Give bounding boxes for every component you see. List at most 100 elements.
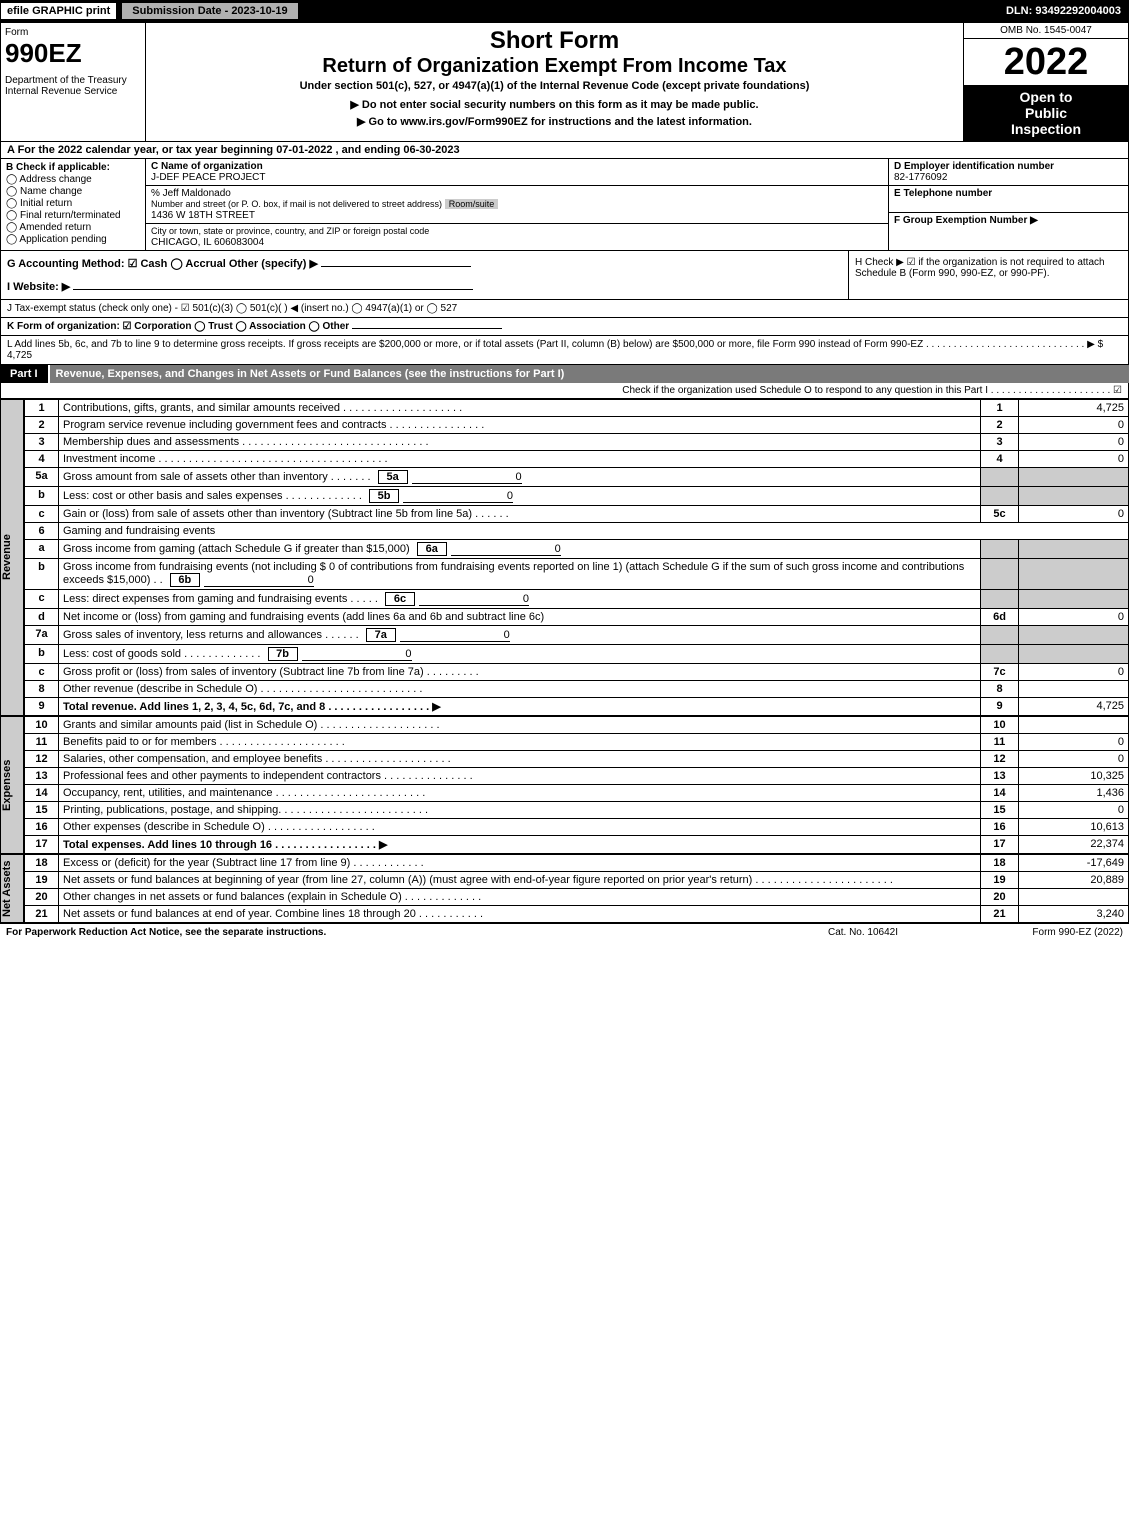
line-1-amount: 4,725	[1019, 400, 1129, 417]
line-18-desc: Excess or (deficit) for the year (Subtra…	[59, 855, 981, 872]
catalog-number: Cat. No. 10642I	[763, 927, 963, 938]
line-3-desc: Membership dues and assessments . . . . …	[59, 434, 981, 451]
website-label: I Website: ▶	[7, 281, 70, 293]
ein-label: D Employer identification number	[894, 161, 1054, 172]
line-10-desc: Grants and similar amounts paid (list in…	[59, 717, 981, 734]
ein-value: 82-1776092	[894, 172, 947, 183]
check-name-change[interactable]: Name change	[6, 186, 140, 197]
telephone-label: E Telephone number	[894, 188, 992, 199]
tax-year: 2022	[964, 39, 1128, 85]
omb-number: OMB No. 1545-0047	[964, 23, 1128, 39]
form-version: Form 990-EZ (2022)	[963, 927, 1123, 938]
line-6b-desc: Gross income from fundraising events (no…	[59, 559, 981, 590]
line-18-amount: -17,649	[1019, 855, 1129, 872]
line-7c-amount: 0	[1019, 664, 1129, 681]
line-8-desc: Other revenue (describe in Schedule O) .…	[59, 681, 981, 698]
line-14-amount: 1,436	[1019, 785, 1129, 802]
part-1-title: Revenue, Expenses, and Changes in Net As…	[50, 365, 1129, 383]
line-5a-desc: Gross amount from sale of assets other t…	[59, 468, 981, 487]
city-label: City or town, state or province, country…	[151, 226, 429, 236]
city-state-zip: CHICAGO, IL 606083004	[151, 237, 264, 248]
revenue-side-label: Revenue	[0, 399, 24, 716]
form-label: Form	[5, 27, 141, 38]
line-20-desc: Other changes in net assets or fund bala…	[59, 889, 981, 906]
line-13-desc: Professional fees and other payments to …	[59, 768, 981, 785]
line-4-amount: 0	[1019, 451, 1129, 468]
line-19-desc: Net assets or fund balances at beginning…	[59, 872, 981, 889]
street-address: 1436 W 18TH STREET	[151, 210, 255, 221]
accounting-method: G Accounting Method: ☑ Cash ◯ Accrual Ot…	[7, 257, 842, 270]
line-6-desc: Gaming and fundraising events	[59, 523, 1129, 540]
gross-receipts: L Add lines 5b, 6c, and 7b to line 9 to …	[0, 336, 1129, 365]
line-17-amount: 22,374	[1019, 836, 1129, 854]
line-6d-amount: 0	[1019, 609, 1129, 626]
line-7a-desc: Gross sales of inventory, less returns a…	[59, 626, 981, 645]
line-19-amount: 20,889	[1019, 872, 1129, 889]
group-exemption-label: F Group Exemption Number ▶	[894, 215, 1038, 226]
line-9-desc: Total revenue. Add lines 1, 2, 3, 4, 5c,…	[59, 698, 981, 716]
schedule-b-check: H Check ▶ ☑ if the organization is not r…	[848, 251, 1128, 299]
dept-label: Department of the Treasury Internal Reve…	[5, 75, 141, 97]
line-11-desc: Benefits paid to or for members . . . . …	[59, 734, 981, 751]
section-gh: G Accounting Method: ☑ Cash ◯ Accrual Ot…	[0, 251, 1129, 300]
page-footer: For Paperwork Reduction Act Notice, see …	[0, 923, 1129, 941]
open-inspection: Open toPublicInspection	[964, 85, 1128, 141]
line-16-desc: Other expenses (describe in Schedule O) …	[59, 819, 981, 836]
check-amended-return[interactable]: Amended return	[6, 222, 140, 233]
line-6a-desc: Gross income from gaming (attach Schedul…	[59, 540, 981, 559]
line-20-amount	[1019, 889, 1129, 906]
expenses-table: 10Grants and similar amounts paid (list …	[24, 716, 1129, 854]
part-1-label: Part I	[0, 365, 50, 383]
title-short-form: Short Form	[154, 27, 955, 55]
street-label: Number and street (or P. O. box, if mail…	[151, 199, 442, 209]
line-13-amount: 10,325	[1019, 768, 1129, 785]
line-5b-desc: Less: cost or other basis and sales expe…	[59, 487, 981, 506]
line-2-amount: 0	[1019, 417, 1129, 434]
check-address-change[interactable]: Address change	[6, 174, 140, 185]
care-of: % Jeff Maldonado	[151, 188, 231, 199]
section-bcd: B Check if applicable: Address change Na…	[0, 159, 1129, 251]
line-8-amount	[1019, 681, 1129, 698]
check-final-return[interactable]: Final return/terminated	[6, 210, 140, 221]
form-number: 990EZ	[5, 38, 141, 69]
goto-link[interactable]: ▶ Go to www.irs.gov/Form990EZ for instru…	[154, 115, 955, 128]
line-11-amount: 0	[1019, 734, 1129, 751]
top-bar: efile GRAPHIC print Submission Date - 20…	[0, 0, 1129, 22]
line-17-desc: Total expenses. Add lines 10 through 16 …	[59, 836, 981, 854]
line-4-desc: Investment income . . . . . . . . . . . …	[59, 451, 981, 468]
line-3-amount: 0	[1019, 434, 1129, 451]
line-21-desc: Net assets or fund balances at end of ye…	[59, 906, 981, 923]
org-name: J-DEF PEACE PROJECT	[151, 172, 265, 183]
line-16-amount: 10,613	[1019, 819, 1129, 836]
line-15-amount: 0	[1019, 802, 1129, 819]
title-return: Return of Organization Exempt From Incom…	[154, 55, 955, 78]
part-1-schedule-o-check: Check if the organization used Schedule …	[0, 383, 1129, 399]
line-2-desc: Program service revenue including govern…	[59, 417, 981, 434]
line-6d-desc: Net income or (loss) from gaming and fun…	[59, 609, 981, 626]
part-1-header: Part I Revenue, Expenses, and Changes in…	[0, 365, 1129, 383]
form-header: Form 990EZ Department of the Treasury In…	[0, 22, 1129, 142]
net-assets-side-label: Net Assets	[0, 854, 24, 923]
tax-exempt-status: J Tax-exempt status (check only one) - ☑…	[0, 300, 1129, 318]
form-of-organization: K Form of organization: ☑ Corporation ◯ …	[0, 318, 1129, 336]
line-9-amount: 4,725	[1019, 698, 1129, 716]
submission-date: Submission Date - 2023-10-19	[121, 2, 298, 20]
line-5c-desc: Gain or (loss) from sale of assets other…	[59, 506, 981, 523]
line-21-amount: 3,240	[1019, 906, 1129, 923]
line-5c-amount: 0	[1019, 506, 1129, 523]
line-15-desc: Printing, publications, postage, and shi…	[59, 802, 981, 819]
line-1-desc: Contributions, gifts, grants, and simila…	[59, 400, 981, 417]
line-12-amount: 0	[1019, 751, 1129, 768]
check-initial-return[interactable]: Initial return	[6, 198, 140, 209]
line-6c-desc: Less: direct expenses from gaming and fu…	[59, 590, 981, 609]
check-application-pending[interactable]: Application pending	[6, 234, 140, 245]
subtitle-section: Under section 501(c), 527, or 4947(a)(1)…	[154, 80, 955, 92]
section-c-label: C Name of organization	[151, 161, 263, 172]
room-suite-label: Room/suite	[445, 199, 499, 209]
line-10-amount	[1019, 717, 1129, 734]
efile-print-label[interactable]: efile GRAPHIC print	[0, 2, 117, 20]
line-7c-desc: Gross profit or (loss) from sales of inv…	[59, 664, 981, 681]
net-assets-table: 18Excess or (deficit) for the year (Subt…	[24, 854, 1129, 923]
paperwork-notice: For Paperwork Reduction Act Notice, see …	[6, 927, 763, 938]
section-b-label: B Check if applicable:	[6, 162, 110, 173]
